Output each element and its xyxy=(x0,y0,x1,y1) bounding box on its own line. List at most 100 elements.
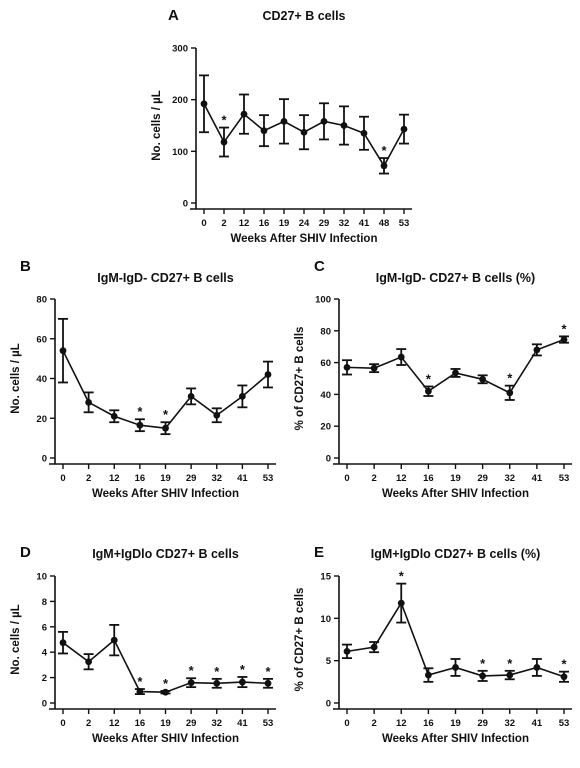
chart-title: IgM+IgDlo CD27+ B cells (%) xyxy=(371,547,540,561)
x-tick-label: 12 xyxy=(239,218,250,229)
significance-star: * xyxy=(561,657,567,672)
x-tick-label: 32 xyxy=(211,473,222,484)
data-point xyxy=(162,688,169,696)
panel-letter: B xyxy=(20,258,31,275)
y-tick-label: 0 xyxy=(42,454,47,465)
y-tick-label: 15 xyxy=(320,572,331,583)
x-axis-label: Weeks After SHIV Infection xyxy=(231,233,378,245)
y-tick-label: 20 xyxy=(320,422,331,433)
x-tick-label: 48 xyxy=(379,218,390,229)
significance-star: * xyxy=(480,656,486,671)
significance-star: * xyxy=(507,371,513,386)
x-tick-label: 0 xyxy=(201,218,206,229)
data-point xyxy=(213,679,221,687)
significance-star: * xyxy=(137,404,143,419)
x-tick-label: 19 xyxy=(450,718,461,729)
data-point xyxy=(343,363,351,371)
significance-star: * xyxy=(381,143,387,158)
data-point xyxy=(380,162,388,170)
panel-c: C IgM-IgD- CD27+ B cells (%) 0 20 40 60 80 100 0… xyxy=(294,258,572,500)
x-tick-label: 53 xyxy=(263,473,274,484)
data-point xyxy=(560,673,568,681)
y-tick-label: 2 xyxy=(42,673,47,684)
data-point xyxy=(260,127,268,135)
x-tick-label: 41 xyxy=(532,473,543,484)
data-point xyxy=(397,353,405,361)
data-point xyxy=(85,658,93,666)
x-tick-label: 41 xyxy=(532,718,543,729)
x-tick-label: 53 xyxy=(263,718,274,729)
x-tick-label: 0 xyxy=(344,473,349,484)
x-tick-label: 12 xyxy=(109,473,120,484)
data-point xyxy=(397,599,405,607)
y-tick-label: 40 xyxy=(36,374,47,385)
significance-star: * xyxy=(214,664,220,679)
y-tick-label: 8 xyxy=(42,597,47,608)
y-tick-label: 300 xyxy=(172,44,188,55)
data-point xyxy=(533,346,541,354)
significance-star: * xyxy=(399,569,405,584)
x-tick-label: 29 xyxy=(477,718,488,729)
significance-star: * xyxy=(561,321,567,336)
y-tick-label: 60 xyxy=(320,358,331,369)
x-tick-label: 32 xyxy=(504,473,515,484)
data-point xyxy=(340,122,348,129)
data-point xyxy=(200,100,208,108)
x-tick-label: 16 xyxy=(259,218,270,229)
data-point xyxy=(560,336,568,343)
y-tick-label: 4 xyxy=(42,648,48,659)
significance-star: * xyxy=(265,664,271,679)
x-tick-label: 29 xyxy=(319,218,330,229)
x-tick-label: 32 xyxy=(339,218,350,229)
x-tick-label: 41 xyxy=(237,473,248,484)
x-tick-label: 0 xyxy=(60,473,65,484)
significance-star: * xyxy=(507,656,513,671)
data-point xyxy=(213,411,221,419)
x-tick-label: 19 xyxy=(279,218,290,229)
y-tick-label: 6 xyxy=(42,622,47,633)
x-tick-label: 12 xyxy=(396,718,407,729)
data-point xyxy=(479,672,487,680)
panel-letter: E xyxy=(314,544,324,561)
x-axis-label: Weeks After SHIV Infection xyxy=(382,733,529,745)
y-tick-label: 40 xyxy=(320,390,331,401)
y-tick-label: 10 xyxy=(36,572,47,583)
y-axis-label: % of CD27+ B cells xyxy=(294,588,306,692)
x-tick-label: 16 xyxy=(423,718,434,729)
panel-b: B IgM-IgD- CD27+ B cells 0 20 40 60 80 0 2 12 16 19… xyxy=(10,258,276,500)
x-tick-label: 2 xyxy=(221,218,226,229)
x-tick-label: 2 xyxy=(371,718,376,729)
y-tick-label: 0 xyxy=(183,199,188,210)
y-tick-label: 0 xyxy=(326,454,331,465)
x-tick-label: 53 xyxy=(559,473,570,484)
data-point xyxy=(424,671,432,679)
data-point xyxy=(85,398,93,406)
series-line xyxy=(346,338,565,394)
y-tick-label: 100 xyxy=(172,147,188,158)
x-tick-label: 16 xyxy=(135,718,146,729)
y-axis-label: No. cells / µL xyxy=(10,343,22,414)
x-tick-label: 12 xyxy=(396,473,407,484)
data-point xyxy=(220,138,228,146)
x-tick-label: 32 xyxy=(504,718,515,729)
x-tick-label: 53 xyxy=(399,218,410,229)
data-point xyxy=(187,392,195,400)
data-point xyxy=(360,129,368,137)
data-point xyxy=(343,647,351,655)
x-tick-label: 24 xyxy=(299,218,310,229)
x-tick-label: 16 xyxy=(423,473,434,484)
data-point xyxy=(238,392,246,400)
y-tick-label: 20 xyxy=(36,414,47,425)
data-point xyxy=(452,664,459,671)
y-axis-label: No. cells / µL xyxy=(151,90,163,161)
panel-letter: A xyxy=(168,7,179,24)
data-point xyxy=(264,371,272,378)
y-tick-label: 100 xyxy=(315,295,331,306)
significance-star: * xyxy=(426,371,432,386)
x-tick-label: 0 xyxy=(344,718,349,729)
x-tick-label: 2 xyxy=(86,473,91,484)
y-axis-label: % of CD27+ B cells xyxy=(294,327,306,431)
significance-star: * xyxy=(137,674,143,689)
